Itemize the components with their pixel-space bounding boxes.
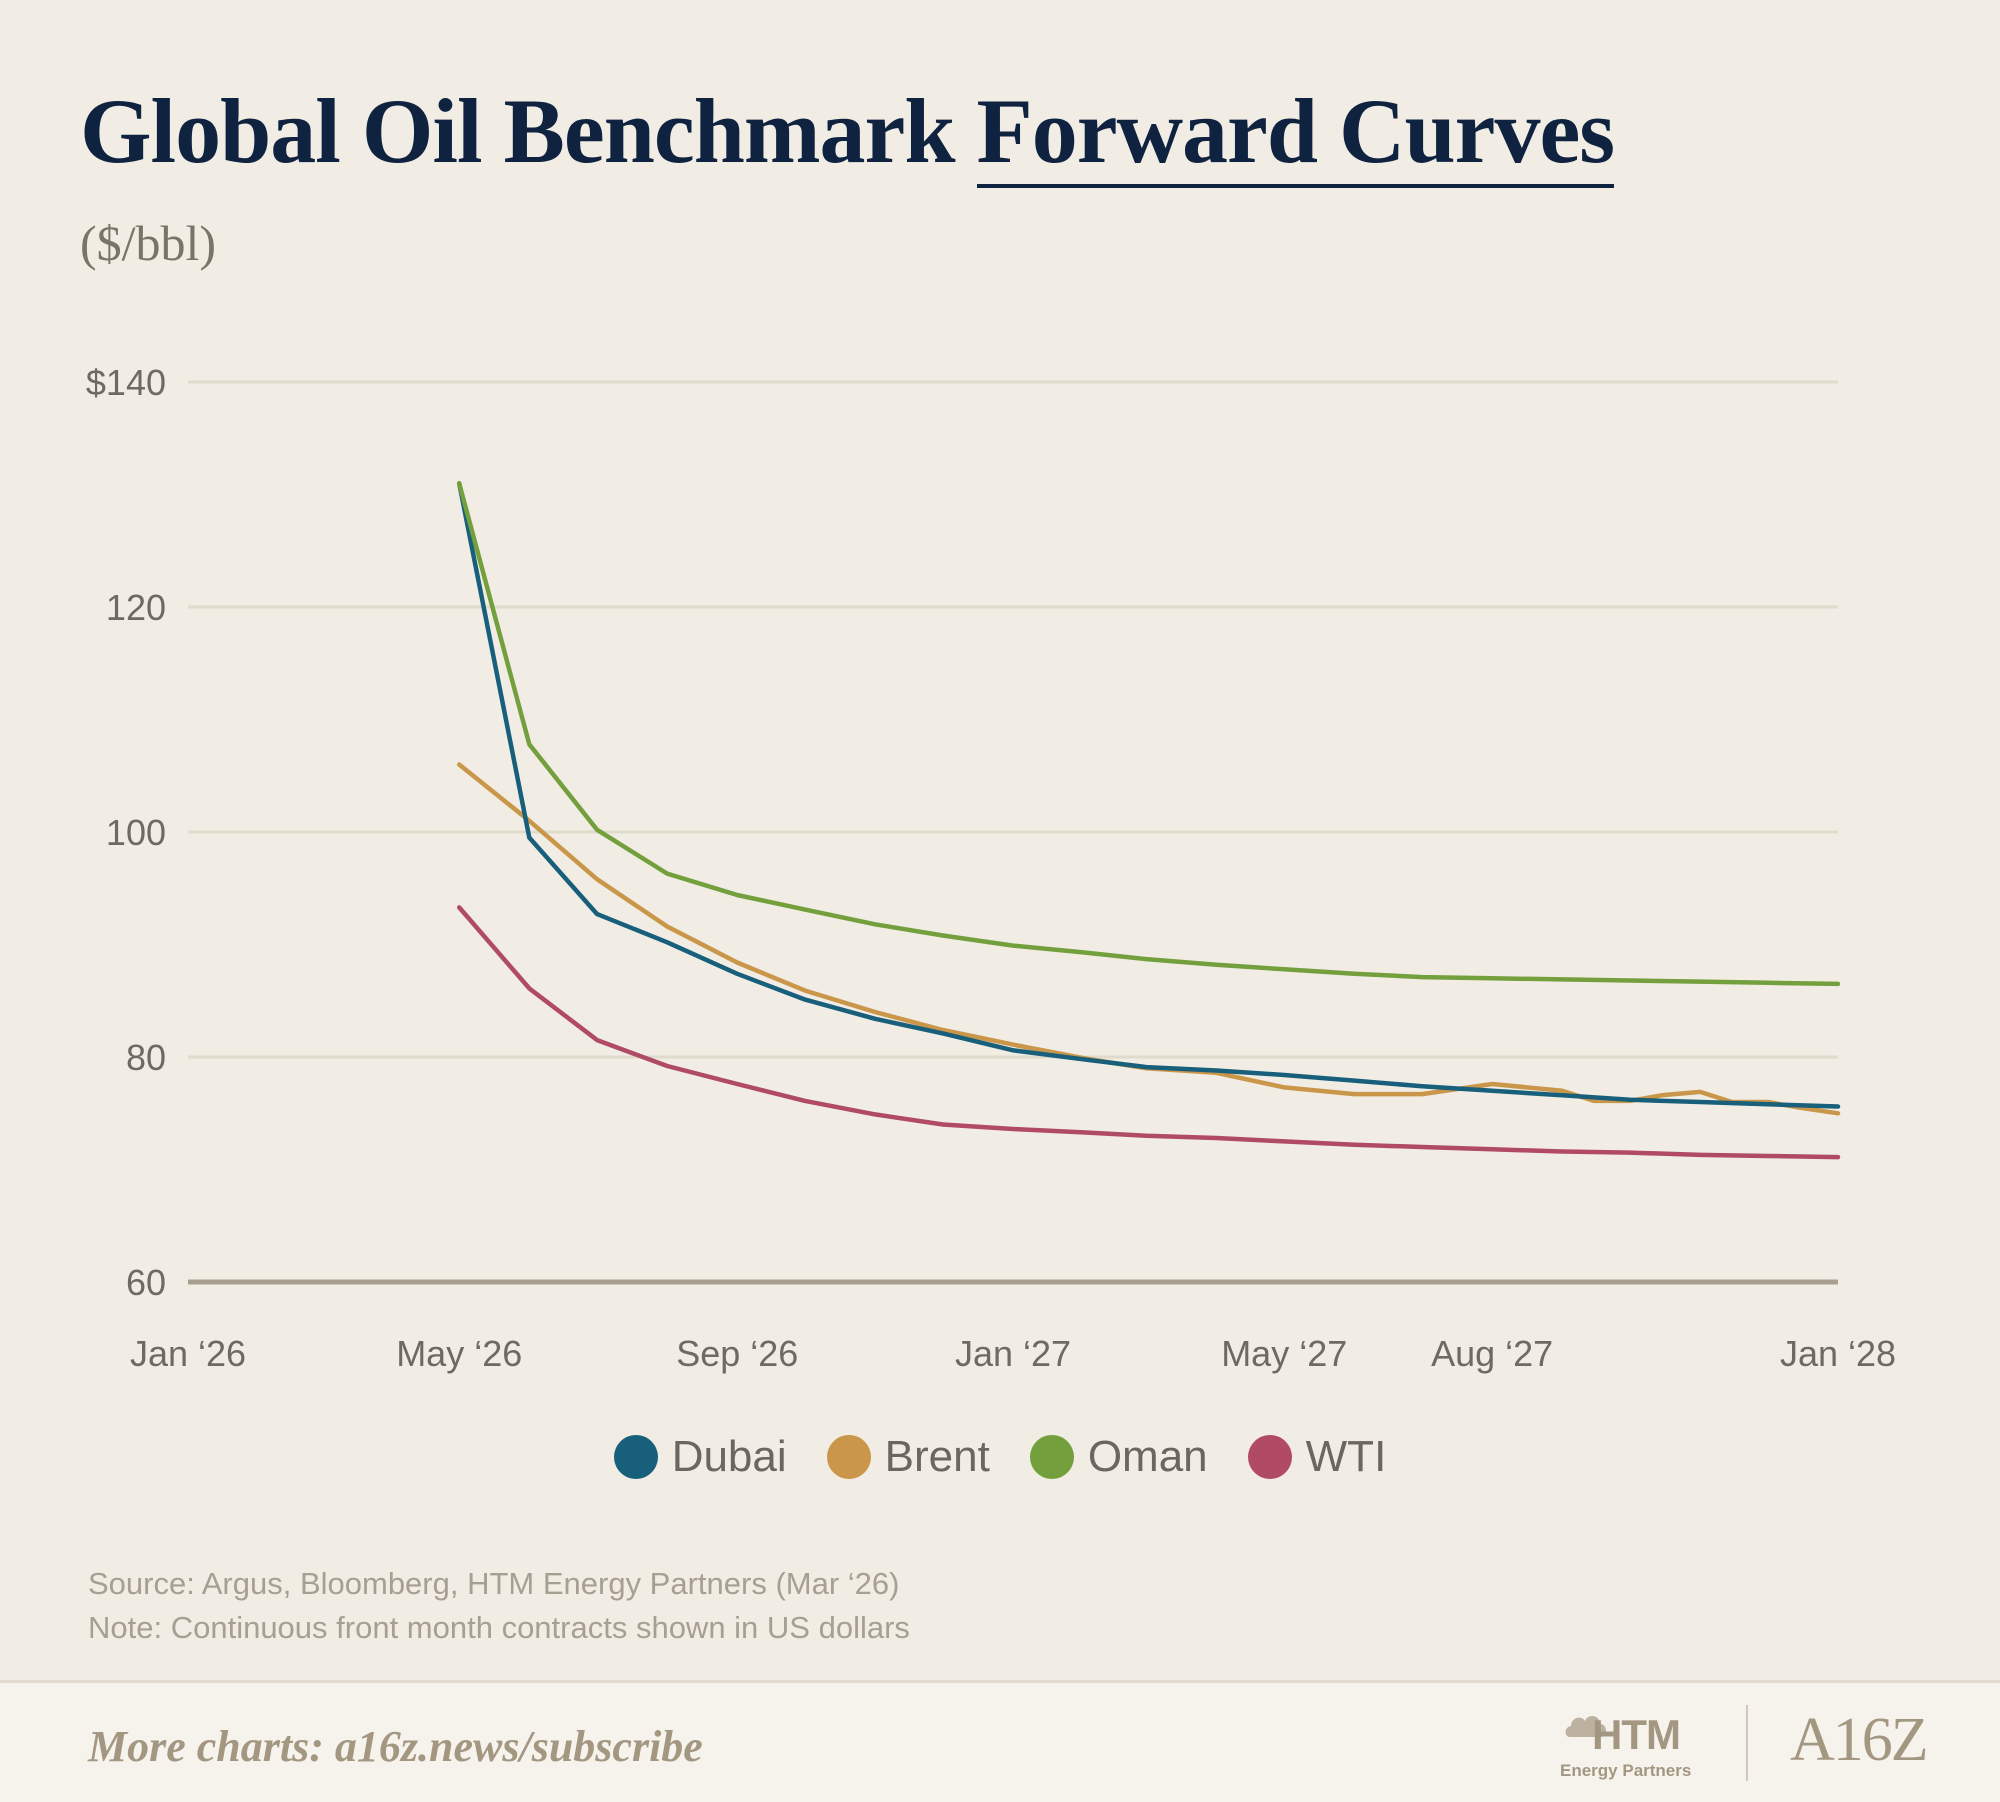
line-chart: 60 80 100 120 $140 Jan ‘26 May ‘26 Sep ‘26 Jan ‘… xyxy=(86,362,1896,1374)
x-tick-label: May ‘26 xyxy=(396,1333,522,1374)
legend-swatch xyxy=(826,1435,871,1479)
legend-label: WTI xyxy=(1305,1432,1387,1481)
legend-label: Oman xyxy=(1087,1432,1208,1481)
series-line-dubai xyxy=(456,481,1841,1109)
series-line-brent xyxy=(456,762,1841,1116)
legend-label: Dubai xyxy=(671,1432,787,1481)
htm-logo-text: HTM xyxy=(1592,1711,1681,1758)
footer-bar: More charts: a16z.news/subscribe HTM Ene… xyxy=(0,1680,2000,1802)
title-underlined-text: Forward Curves xyxy=(976,80,1615,188)
x-tick-label: Jan ‘26 xyxy=(130,1333,246,1374)
x-tick-label: May ‘27 xyxy=(1221,1333,1347,1374)
legend-item-wti[interactable]: WTI xyxy=(1247,1432,1387,1482)
chart-unit-label: ($/bbl) xyxy=(80,215,217,271)
series-line-oman xyxy=(456,481,1841,987)
grid-lines xyxy=(188,380,1838,1285)
x-tick-label: Jan ‘28 xyxy=(1780,1333,1896,1374)
title-text: Global Oil Benchmark xyxy=(80,80,956,182)
legend-item-brent[interactable]: Brent xyxy=(826,1432,990,1482)
chart-title: Global Oil Benchmark Forward Curves xyxy=(80,78,1615,188)
htm-logo-subtext: Energy Partners xyxy=(1560,1761,1692,1780)
series-line-wti xyxy=(456,905,1841,1160)
y-tick-label: 80 xyxy=(126,1037,166,1078)
legend-label: Brent xyxy=(884,1432,990,1481)
y-tick-label: 120 xyxy=(106,587,166,628)
a16z-logo[interactable]: A16Z xyxy=(1790,1706,1929,1774)
legend-item-oman[interactable]: Oman xyxy=(1029,1432,1208,1482)
cloud-icon xyxy=(1565,1715,1606,1737)
y-tick-label: 60 xyxy=(126,1262,166,1303)
footnote: Note: Continuous front month contracts s… xyxy=(88,1610,910,1645)
chart-notes: Source: Argus, Bloomberg, HTM Energy Par… xyxy=(88,1562,910,1650)
source-note: Source: Argus, Bloomberg, HTM Energy Par… xyxy=(88,1566,900,1601)
subscribe-link[interactable]: More charts: a16z.news/subscribe xyxy=(88,1722,703,1771)
footer-divider xyxy=(1746,1705,1748,1781)
x-tick-label: Jan ‘27 xyxy=(955,1333,1071,1374)
series-lines xyxy=(456,481,1841,1160)
y-tick-label: 100 xyxy=(106,812,166,853)
x-tick-label: Sep ‘26 xyxy=(676,1333,798,1374)
legend-swatch xyxy=(1029,1435,1074,1479)
legend: Dubai Brent Oman WTI xyxy=(0,1432,2000,1482)
legend-swatch xyxy=(613,1435,658,1479)
y-tick-label: $140 xyxy=(86,362,166,403)
htm-logo[interactable]: HTM Energy Partners xyxy=(1560,1705,1710,1785)
axes: 60 80 100 120 $140 Jan ‘26 May ‘26 Sep ‘26 Jan ‘… xyxy=(86,362,1896,1374)
x-tick-label: Aug ‘27 xyxy=(1431,1333,1553,1374)
legend-item-dubai[interactable]: Dubai xyxy=(613,1432,787,1482)
legend-swatch xyxy=(1247,1435,1292,1479)
